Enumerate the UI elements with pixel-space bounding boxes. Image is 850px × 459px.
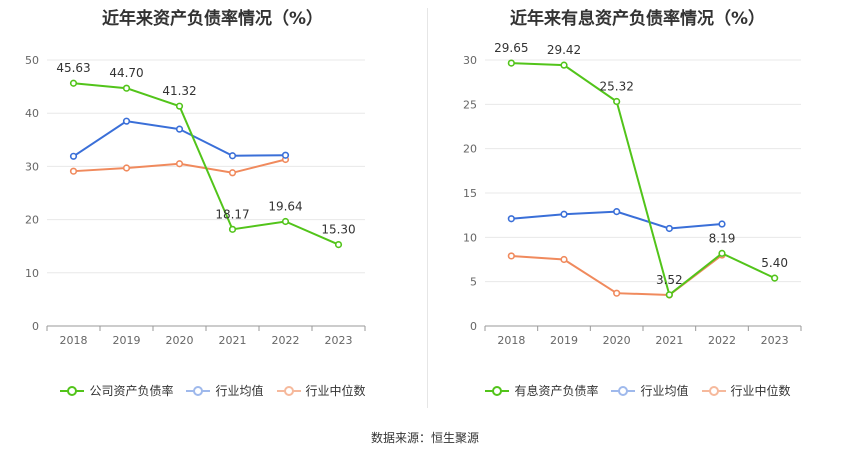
y-tick-label: 10 [463,231,477,244]
x-tick-label: 2023 [761,334,789,347]
legend-label: 有息资产负债率 [514,384,599,398]
legend-item-industry-average[interactable]: 行业均值 [185,382,264,399]
legend-item-company[interactable]: 有息资产负债率 [484,382,598,399]
data-label: 29.42 [547,43,581,57]
data-point-company[interactable] [613,97,621,106]
legend-label: 行业中位数 [305,384,366,398]
legend-item-industry-median[interactable]: 行业中位数 [276,382,366,399]
legend-item-industry-median[interactable]: 行业中位数 [701,382,791,399]
x-tick-label: 2020 [603,334,631,347]
data-label: 8.19 [709,231,736,245]
chart-legend: 有息资产负债率 行业均值 行业中位数 [425,382,850,399]
data-point-company[interactable] [228,225,237,233]
legend-marker-icon [701,385,726,396]
data-label: 29.65 [494,41,528,55]
panel-divider [427,8,428,408]
legend-item-industry-average[interactable]: 行业均值 [610,382,689,399]
data-label: 15.30 [321,223,355,237]
data-label: 5.40 [761,256,788,270]
data-point-avg[interactable] [560,210,568,218]
chart-title: 近年来资产负债率情况（%） [101,9,324,29]
data-point-median[interactable] [560,255,568,264]
legend-marker-icon [485,385,510,396]
legend-marker-icon [186,385,211,396]
data-source-note: 数据来源：恒生聚源 [370,431,479,445]
series-line-company [73,82,339,246]
y-tick-label: 30 [463,54,477,67]
data-point-company[interactable] [122,84,131,92]
data-point-company[interactable] [334,241,343,249]
data-point-company[interactable] [560,61,568,69]
x-tick-label: 2020 [166,334,194,347]
y-tick-label: 0 [470,320,477,333]
data-label: 19.64 [268,200,302,214]
x-tick-label: 2019 [113,334,141,347]
chart-title: 近年来有息资产负债率情况（%） [509,9,766,29]
x-tick-label: 2022 [272,334,300,347]
data-label: 25.32 [599,79,633,93]
x-tick-label: 2021 [219,334,247,347]
data-point-median[interactable] [613,289,621,297]
y-tick-label: 25 [463,98,477,111]
data-point-company[interactable] [665,291,673,299]
y-tick-label: 20 [25,214,39,227]
data-point-median[interactable] [507,252,515,260]
y-tick-label: 20 [463,143,477,156]
x-tick-label: 2018 [497,334,525,347]
data-point-median[interactable] [228,169,237,177]
data-point-avg[interactable] [613,208,621,216]
x-tick-label: 2022 [708,334,736,347]
data-point-avg[interactable] [69,152,78,160]
legend-marker-icon [276,385,301,396]
x-tick-label: 2018 [60,334,88,347]
data-label: 41.32 [162,84,196,98]
data-point-avg[interactable] [122,117,131,125]
y-tick-label: 50 [25,54,39,67]
chart-panel-asset-liability: 近年来资产负债率情况（%） 0 10 20 30 40 50 2018 2019 2020 202… [0,0,425,420]
data-point-company[interactable] [175,102,184,110]
x-tick-label: 2019 [550,334,578,347]
legend-label: 行业均值 [640,384,689,398]
data-point-avg[interactable] [228,152,237,160]
y-tick-label: 5 [470,276,477,289]
y-tick-label: 0 [32,320,39,333]
y-tick-label: 10 [25,267,39,280]
series-line-median [511,254,723,296]
data-label: 3.52 [656,273,683,287]
line-chart-asset-liability: 0 10 20 30 40 50 2018 2019 2020 2021 2022 2023 45.63… [25,54,366,347]
data-label: 18.17 [215,207,249,221]
chart-panel-interest-bearing: 近年来有息资产负债率情况（%） 0 5 10 15 20 25 30 2018 2019 2020… [425,0,850,420]
data-point-avg[interactable] [507,215,515,223]
y-tick-label: 40 [25,107,39,120]
series-line-company [511,62,776,297]
legend-item-company[interactable]: 公司资产负债率 [59,382,173,399]
x-tick-label: 2021 [655,334,683,347]
legend-marker-icon [60,385,85,396]
data-point-company[interactable] [281,217,290,226]
legend-marker-icon [611,385,636,396]
data-point-avg[interactable] [175,125,184,133]
data-point-company[interactable] [771,274,779,282]
data-label: 44.70 [109,66,143,80]
x-tick-label: 2023 [325,334,353,347]
data-point-avg[interactable] [665,224,673,233]
line-chart-interest-bearing: 0 5 10 15 20 25 30 2018 2019 2020 2021 2022 2023 29.6… [463,41,802,347]
data-point-median[interactable] [69,167,78,175]
data-point-median[interactable] [175,160,184,168]
chart-legend: 公司资产负债率 行业均值 行业中位数 [0,382,425,399]
data-label: 45.63 [56,61,90,75]
data-point-company[interactable] [69,79,78,87]
legend-label: 行业中位数 [730,384,791,398]
data-point-company[interactable] [718,249,726,257]
y-tick-label: 15 [463,187,477,200]
legend-label: 行业均值 [215,384,264,398]
data-point-median[interactable] [122,164,131,172]
data-point-company[interactable] [507,59,515,67]
data-point-avg[interactable] [718,220,726,228]
data-point-avg[interactable] [281,151,290,159]
y-tick-label: 30 [25,160,39,173]
legend-label: 公司资产负债率 [89,384,174,398]
